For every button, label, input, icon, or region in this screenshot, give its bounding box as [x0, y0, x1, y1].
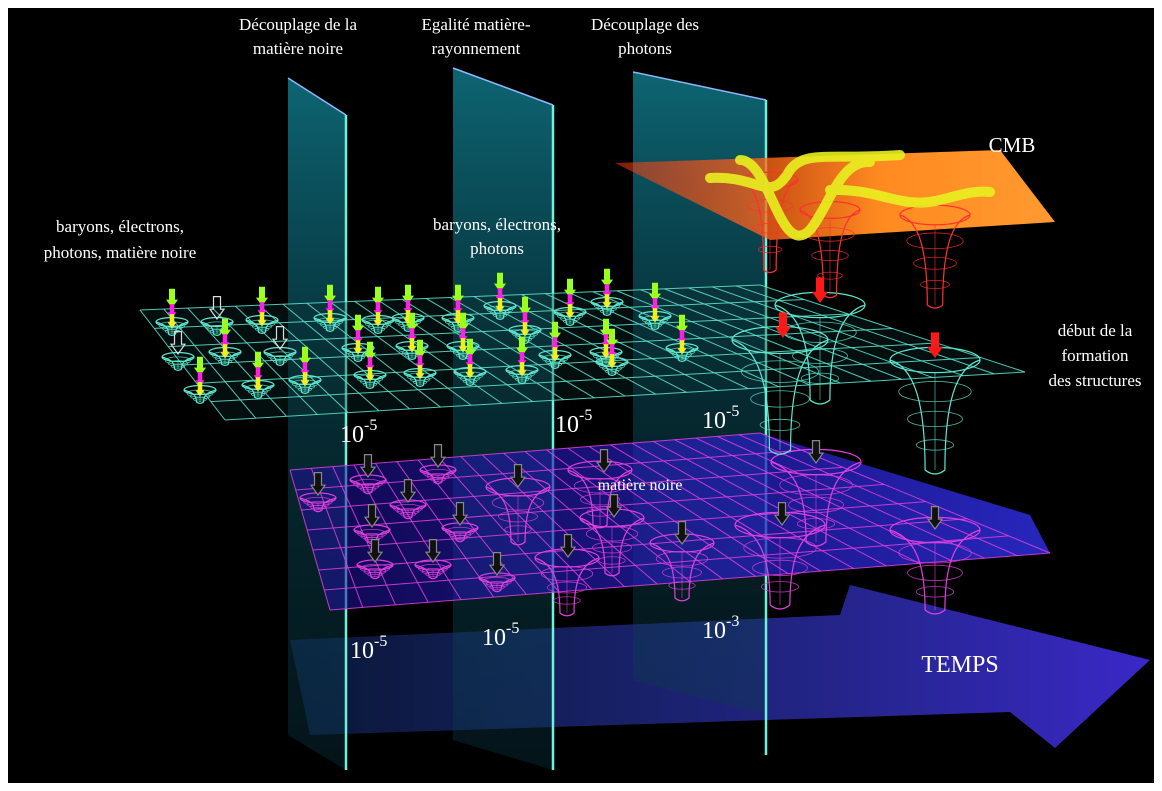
amplitude-upper-1: 10-5: [340, 417, 377, 448]
phase-title-equality: Egalité matière-: [421, 15, 530, 34]
phase-title-photon-decoupling-line2: photons: [618, 39, 672, 58]
species-label-mid-line2: photons: [470, 239, 524, 258]
dark-matter-label: matière noire: [598, 477, 683, 494]
amplitude-upper-2: 10-5: [555, 407, 592, 438]
photon-paths: [705, 150, 995, 241]
phase-panel-dark-matter: [288, 78, 346, 770]
phase-title-equality-line2: rayonnement: [432, 39, 521, 58]
cmb-label: CMB: [989, 133, 1036, 157]
structures-label-line3: des structures: [1048, 371, 1141, 390]
species-label-mid: baryons, électrons,: [433, 215, 561, 234]
phase-panel-equality: [453, 68, 553, 770]
phase-title-photon-decoupling: Découplage des: [591, 15, 699, 34]
cmb-wells: [741, 171, 971, 309]
amplitude-lower-1: 10-5: [350, 633, 387, 664]
amplitude-lower-2: 10-5: [482, 620, 519, 651]
phase-title-dark-matter-decoupling-line2: matière noire: [253, 39, 343, 58]
amplitude-upper-3: 10-5: [702, 403, 739, 434]
species-label-left: baryons, électrons,: [56, 217, 184, 236]
amplitude-lower-3: 10-3: [702, 613, 739, 644]
structures-label: début de la: [1058, 321, 1133, 340]
structures-label-line2: formation: [1061, 346, 1129, 365]
time-label: TEMPS: [921, 652, 998, 678]
species-label-left-line2: photons, matière noire: [44, 243, 197, 262]
phase-title-dark-matter-decoupling: Découplage de la: [239, 15, 357, 34]
